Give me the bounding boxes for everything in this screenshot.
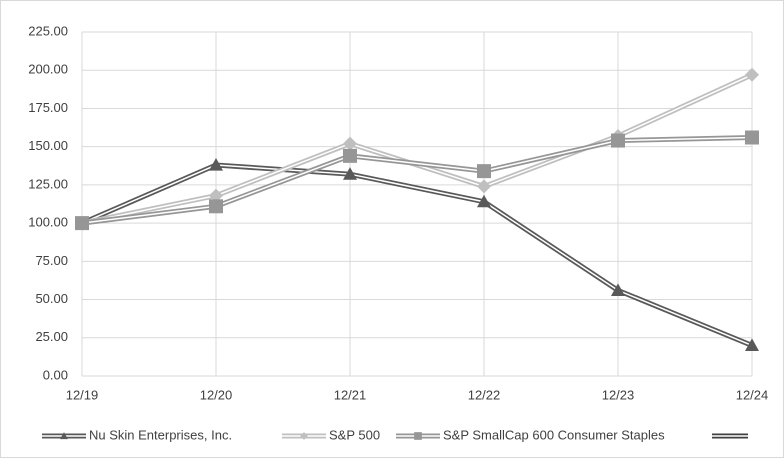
x-tick-label: 12/21 (334, 387, 367, 402)
legend-label: Nu Skin Enterprises, Inc. (89, 427, 232, 442)
line-inner (81, 136, 753, 224)
y-tick-label: 225.00 (28, 23, 68, 38)
y-tick-label: 25.00 (35, 329, 68, 344)
y-tick-label: 150.00 (28, 138, 68, 153)
marker (477, 164, 491, 179)
marker (477, 179, 491, 194)
y-tick-label: 125.00 (28, 176, 68, 191)
x-tick-label: 12/20 (200, 387, 233, 402)
y-tick-label: 200.00 (28, 62, 68, 77)
marker (611, 133, 625, 148)
marker (209, 188, 223, 203)
marker (209, 158, 223, 171)
marker (300, 432, 308, 440)
legend-label: S&P SmallCap 600 Consumer Staples (443, 427, 665, 442)
x-tick-label: 12/19 (66, 387, 99, 402)
series (75, 130, 759, 231)
marker (745, 130, 759, 145)
marker (414, 432, 422, 440)
marker (745, 338, 759, 352)
marker (343, 167, 357, 180)
x-tick-label: 12/24 (736, 387, 769, 402)
line-inner (81, 164, 753, 347)
marker (60, 432, 68, 440)
marker (745, 67, 759, 82)
marker (477, 194, 491, 208)
marker (343, 148, 357, 163)
marker (611, 283, 625, 296)
marker (343, 136, 357, 151)
marker (209, 199, 223, 214)
y-tick-label: 50.00 (35, 291, 68, 306)
x-tick-label: 12/22 (468, 387, 501, 402)
x-tick-label: 12/23 (602, 387, 635, 402)
y-tick-label: 75.00 (35, 253, 68, 268)
marker (75, 216, 89, 231)
legend-label: S&P 500 (329, 427, 380, 442)
y-tick-label: 0.00 (43, 367, 68, 382)
y-tick-label: 100.00 (28, 215, 68, 230)
y-tick-label: 175.00 (28, 100, 68, 115)
